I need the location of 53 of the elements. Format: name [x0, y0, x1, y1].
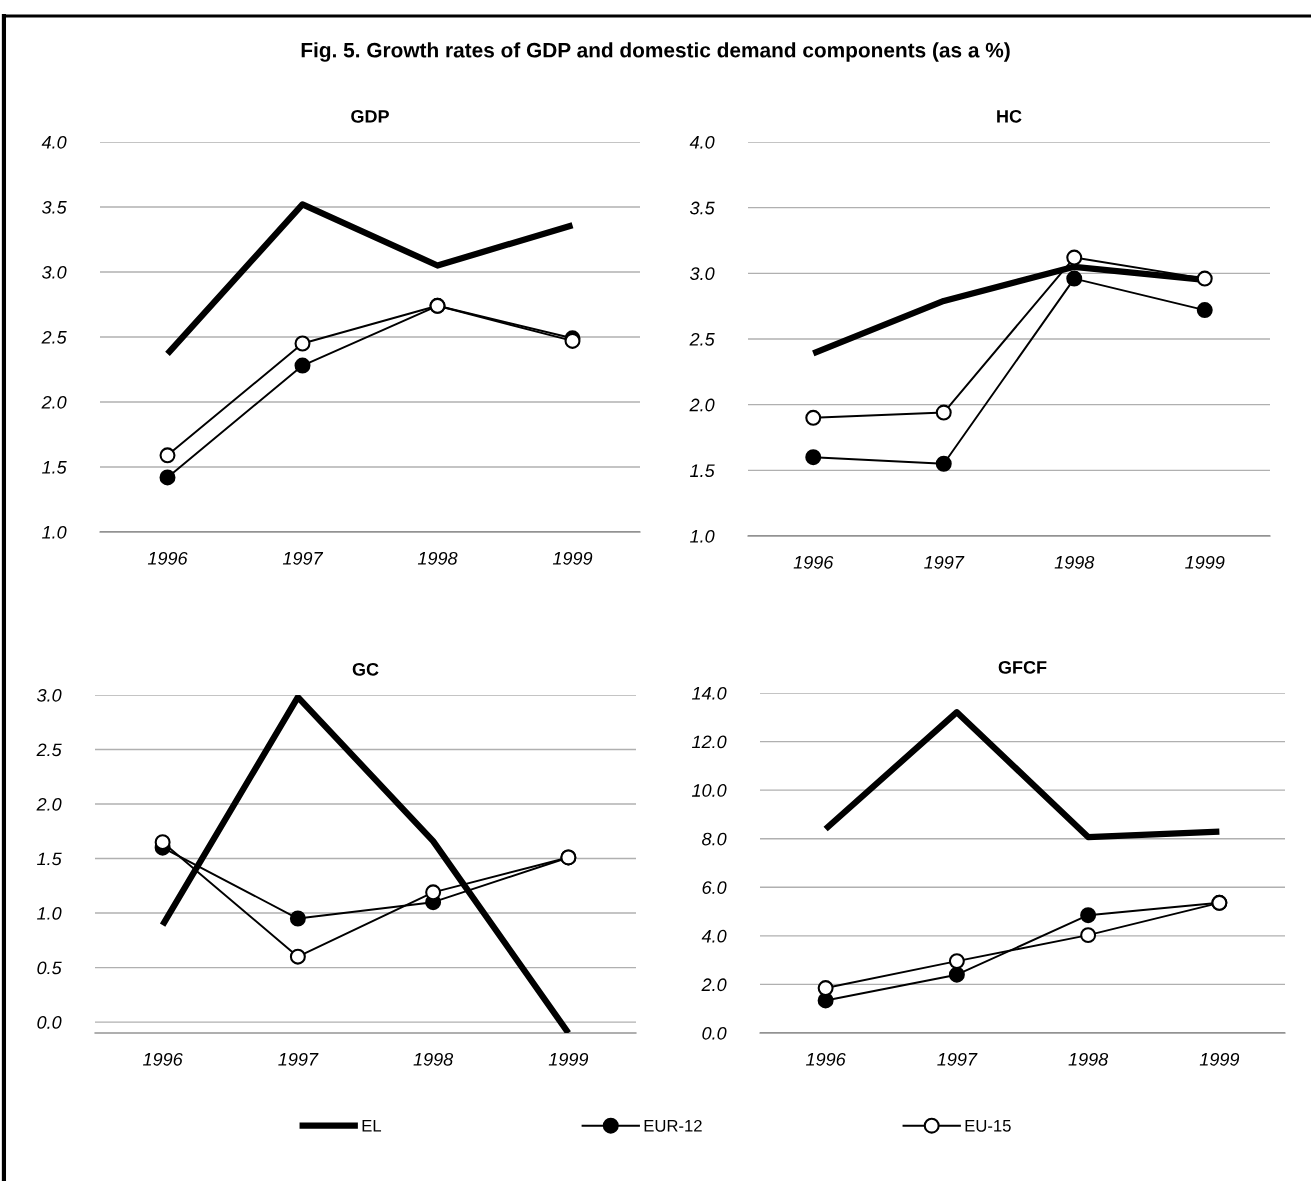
chart-title: HC	[997, 109, 1022, 123]
y-tick-label: 2.0	[36, 797, 62, 811]
y-tick-label: 4.0	[41, 135, 67, 149]
x-tick-label: 1998	[417, 551, 458, 565]
y-tick-label: 10.0	[692, 784, 727, 797]
y-tick-label: 2.5	[36, 743, 62, 757]
x-tick-label: 1996	[143, 1052, 183, 1066]
chart-title: GFCF	[998, 660, 1047, 674]
x-tick-label: 1997	[278, 1052, 319, 1066]
chart-title: GDP	[351, 109, 389, 123]
y-tick-label: 8.0	[702, 832, 727, 846]
y-tick-label: 2.0	[689, 398, 715, 412]
x-tick-label: 1999	[1199, 1052, 1240, 1066]
y-tick-label: 3.5	[689, 201, 715, 215]
x-tick-label: 1998	[1054, 555, 1095, 569]
x-tick-label: 1999	[552, 551, 593, 565]
y-tick-label: 2.5	[41, 330, 67, 344]
y-tick-label: 0.0	[37, 1016, 62, 1029]
y-tick-label: 1.5	[37, 852, 62, 866]
y-tick-label: 3.5	[41, 200, 67, 214]
y-tick-label: 2.0	[41, 395, 67, 409]
x-tick-label: 1996	[147, 551, 188, 565]
y-tick-label: 4.0	[689, 135, 715, 149]
y-tick-label: 3.0	[689, 267, 715, 281]
y-tick-label: 0.0	[702, 1026, 727, 1040]
caption: Fig. 5. Growth rates of GDP and domestic demand components (as a %)	[301, 42, 1010, 62]
y-tick-label: 1.0	[690, 529, 715, 543]
y-tick-label: 12.0	[692, 735, 727, 749]
y-tick-label: 1.5	[690, 464, 715, 478]
y-tick-label: 1.5	[42, 461, 67, 474]
x-tick-label: 1998	[1068, 1052, 1109, 1066]
y-tick-label: 1.0	[42, 525, 67, 539]
y-tick-label: 14.0	[692, 686, 727, 700]
x-tick-label: 1999	[548, 1052, 589, 1066]
y-tick-label: 3.0	[41, 265, 67, 279]
y-tick-label: 0.5	[37, 961, 62, 975]
x-tick-label: 1996	[806, 1052, 846, 1066]
x-tick-label: 1997	[282, 551, 324, 565]
legend-label: EUR-12	[644, 1119, 702, 1132]
x-tick-label: 1997	[937, 1052, 978, 1066]
y-tick-label: 6.0	[702, 881, 727, 895]
x-tick-label: 1996	[793, 555, 834, 569]
y-tick-label: 2.0	[701, 978, 727, 992]
x-tick-label: 1997	[924, 555, 965, 569]
chart-title: GC	[352, 662, 379, 676]
legend-label: EU-15	[965, 1120, 1011, 1132]
x-tick-label: 1998	[413, 1052, 454, 1066]
x-tick-label: 1999	[1185, 555, 1225, 569]
y-tick-label: 3.0	[36, 688, 62, 702]
y-tick-label: 4.0	[701, 929, 727, 943]
y-tick-label: 1.0	[37, 907, 62, 920]
y-tick-label: 2.5	[689, 332, 715, 346]
legend-label: EL	[362, 1120, 382, 1132]
